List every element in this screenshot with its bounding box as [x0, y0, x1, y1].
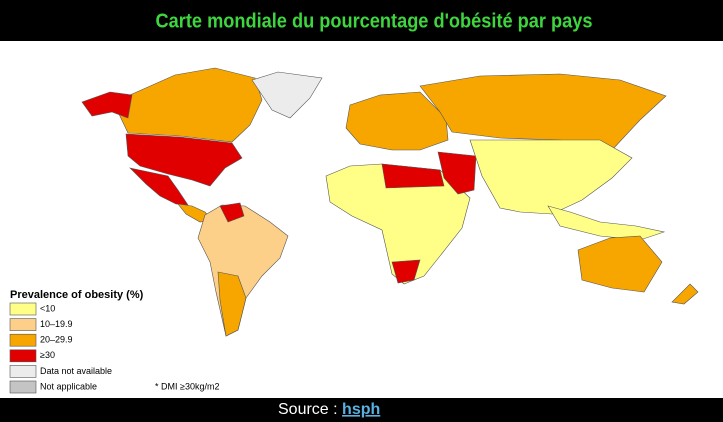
south-america	[197, 204, 289, 337]
title: Carte mondiale du pourcentage d'obésité …	[156, 10, 593, 32]
middle-east	[437, 151, 477, 195]
north-africa	[381, 163, 445, 189]
legend-swatch	[9, 349, 37, 363]
canada	[117, 67, 263, 143]
source-label: Source :	[278, 401, 338, 418]
top-bar	[0, 0, 723, 41]
footnote: * DMI ≥30kg/m2	[155, 381, 219, 391]
russia	[419, 73, 667, 151]
legend-swatch	[9, 380, 37, 394]
new-zealand	[671, 283, 699, 305]
legend-label: ≥30	[40, 350, 55, 360]
legend-label: Not applicable	[40, 381, 97, 391]
source-text: Source : hsph	[278, 401, 380, 418]
legend-swatch	[9, 365, 37, 378]
legend-swatch	[9, 318, 37, 331]
legend-title: Prevalence of obesity (%)	[10, 289, 144, 301]
source-link[interactable]: hsph	[342, 401, 380, 418]
legend-swatch	[9, 302, 37, 316]
legend-swatch	[9, 333, 37, 347]
europe	[345, 91, 449, 151]
legend: Prevalence of obesity (%) <10 10–19.9 20–2…	[9, 289, 144, 394]
australia	[577, 235, 663, 293]
legend-label: Data not available	[40, 366, 112, 376]
legend-label: <10	[40, 303, 55, 313]
legend-label: 10–19.9	[40, 319, 73, 329]
bottom-bar	[0, 398, 723, 422]
alaska	[81, 91, 133, 119]
usa	[125, 133, 243, 187]
south-africa	[391, 259, 421, 284]
greenland	[251, 71, 323, 119]
world-map	[81, 67, 699, 337]
argentina	[217, 271, 247, 337]
legend-label: 20–29.9	[40, 335, 73, 345]
venezuela	[219, 202, 245, 223]
asia	[469, 139, 633, 215]
indonesia	[547, 205, 666, 241]
